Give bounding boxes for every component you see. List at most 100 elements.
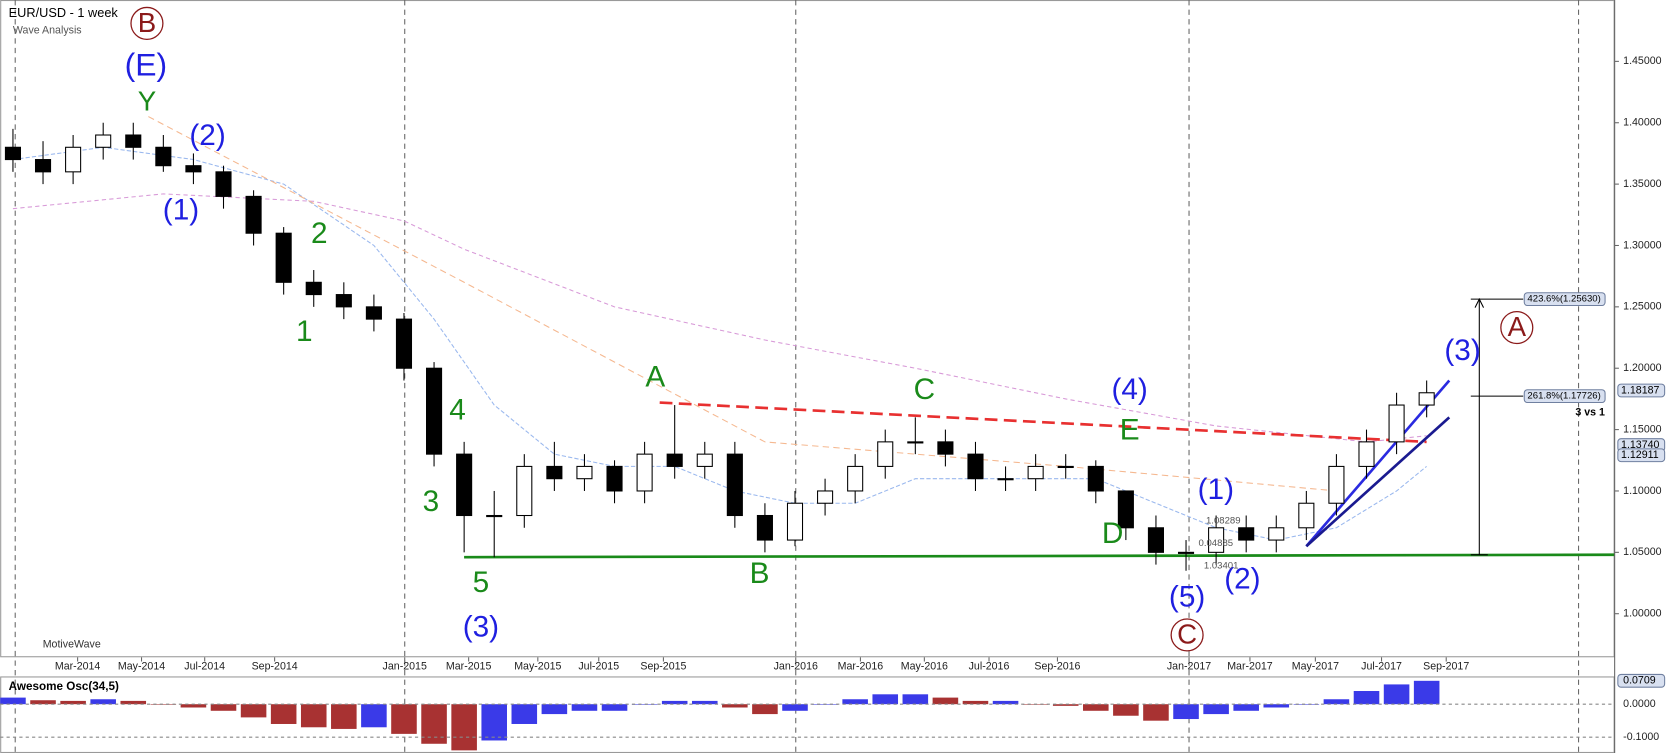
- x-tick-label: Jul-2015: [578, 661, 619, 673]
- candle-body: [1238, 527, 1255, 541]
- candle-body: [1388, 404, 1405, 443]
- y-tick-label: 1.10000: [1623, 485, 1661, 497]
- wave-label: A: [1508, 311, 1527, 342]
- fib-label: 261.8%(1.17726): [1527, 391, 1600, 402]
- x-tick-label: May-2016: [901, 661, 948, 673]
- osc-bar: [240, 704, 267, 718]
- candle-body: [1208, 527, 1225, 553]
- osc-bar: [1052, 704, 1079, 706]
- candle-body: [365, 306, 382, 320]
- wave-label: 4: [449, 393, 466, 426]
- osc-bar: [992, 700, 1019, 705]
- fib-label-box: [1523, 292, 1606, 307]
- candle-body: [1057, 465, 1074, 469]
- measure-label: 0.04885: [1199, 538, 1234, 549]
- wave-label: E: [1120, 414, 1140, 447]
- x-tick-label: Mar-2014: [55, 661, 101, 673]
- trend-line: [464, 553, 1615, 559]
- candle-body: [1418, 392, 1435, 406]
- candle-body: [516, 465, 533, 517]
- osc-bar: [391, 704, 417, 734]
- x-tick-label: Mar-2016: [838, 661, 884, 673]
- fib-label: 423.6%(1.25630): [1527, 294, 1600, 305]
- candle-body: [395, 318, 413, 369]
- price-marker-box: [1617, 383, 1666, 398]
- wave-label: (1): [163, 194, 199, 227]
- y-tick-label: 1.20000: [1623, 362, 1661, 374]
- candles: [0, 122, 1440, 751]
- x-tick-label: Jan-2016: [774, 661, 818, 673]
- candle-body: [1298, 502, 1315, 529]
- chart-subtitle: Wave Analysis: [13, 25, 82, 37]
- moving-average: [148, 116, 1337, 492]
- x-tick-label: Jul-2017: [1361, 661, 1402, 673]
- x-tick-label: Jan-2015: [383, 661, 427, 673]
- osc-bar: [872, 694, 899, 705]
- fib-label-box: [1523, 389, 1606, 404]
- x-tick-label: Mar-2017: [1227, 661, 1273, 673]
- wave-label: 5: [473, 566, 490, 599]
- osc-bar: [1383, 684, 1410, 705]
- osc-bar: [1233, 704, 1259, 711]
- wave-label: (2): [189, 119, 225, 152]
- x-tick-label: Sep-2016: [1034, 661, 1080, 673]
- osc-bar: [421, 704, 447, 744]
- x-tick-label: Jan-2017: [1167, 661, 1211, 673]
- x-tick-label: Jul-2016: [969, 661, 1010, 673]
- candle-body: [1147, 527, 1165, 553]
- candle-body: [456, 453, 473, 517]
- price-marker-label: 1.12911: [1621, 449, 1659, 461]
- wave-label: 3: [423, 485, 440, 518]
- osc-bar: [120, 700, 147, 705]
- wave-circle: [1500, 310, 1534, 345]
- candle-body: [937, 441, 954, 455]
- osc-bar: [601, 704, 628, 711]
- osc-bar: [331, 704, 357, 729]
- y-tick-label: 1.45000: [1623, 55, 1661, 67]
- price-marker-label: 1.13740: [1621, 439, 1659, 451]
- watermark: MotiveWave: [43, 638, 101, 650]
- candle-body: [967, 453, 984, 480]
- osc-tick-label: -0.1000: [1623, 731, 1659, 743]
- wave-circle: [1170, 618, 1204, 652]
- osc-bar: [902, 694, 929, 705]
- osc-bar: [481, 704, 507, 741]
- osc-bar: [300, 704, 327, 728]
- candle-body: [847, 465, 864, 492]
- candle-body: [606, 465, 623, 492]
- wave-label: 2: [311, 217, 328, 250]
- wave-label: B: [750, 557, 770, 590]
- osc-bar: [1203, 704, 1229, 715]
- wave-label: C: [914, 373, 936, 406]
- osc-bar: [691, 700, 718, 705]
- wave-label: (5): [1169, 581, 1205, 614]
- wave-label: (1): [1198, 473, 1234, 506]
- trend-line: [1305, 379, 1451, 548]
- wave-label: A: [645, 360, 665, 393]
- candle-body: [305, 281, 322, 296]
- osc-bar: [962, 700, 989, 705]
- candle-body: [426, 367, 443, 455]
- candle-body: [335, 294, 352, 308]
- candle-body: [125, 134, 142, 148]
- osc-marker-label: 0.0709: [1623, 675, 1656, 687]
- osc-bar: [722, 704, 748, 708]
- osc-bar: [571, 704, 598, 711]
- trend-line: [1305, 416, 1451, 548]
- wave-label: (2): [1224, 563, 1260, 596]
- y-tick-label: 1.00000: [1623, 608, 1661, 620]
- wave-label: D: [1102, 517, 1123, 550]
- candle-body: [877, 441, 894, 467]
- osc-bar: [60, 700, 86, 705]
- x-tick-label: May-2017: [1292, 661, 1339, 673]
- moving-average: [12, 193, 1427, 443]
- wave-circle: [130, 6, 164, 40]
- candle-body: [1268, 527, 1285, 541]
- x-tick-label: Sep-2014: [252, 661, 298, 673]
- price-marker-label: 1.18187: [1621, 384, 1659, 396]
- candle-body: [275, 232, 292, 283]
- y-tick-label: 1.35000: [1623, 178, 1661, 190]
- candle-body: [155, 146, 172, 167]
